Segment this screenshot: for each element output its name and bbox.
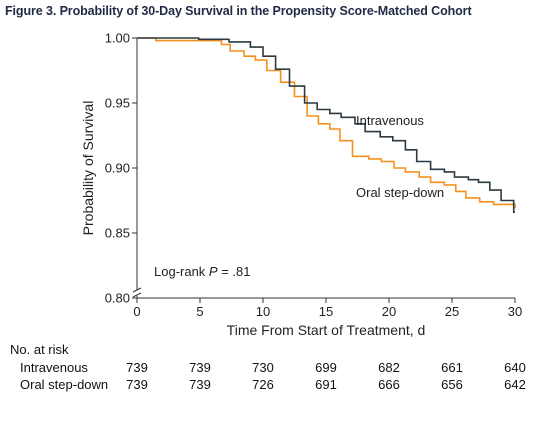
risk-value: 666	[378, 377, 400, 392]
axis-break-mark	[132, 292, 142, 298]
x-tick-label: 30	[508, 304, 522, 319]
oral-step-down-label: Oral step-down	[356, 185, 444, 200]
series-layer	[137, 37, 516, 213]
risk-table-row: Oral step-down 739 739 726 691 666 656 642	[0, 377, 543, 393]
log-rank-annotation: Log-rank P = .81	[154, 264, 250, 279]
survival-chart: 0.80 0.85 0.90 0.95 1.00 0 5 10 15 20 25 30 Probabi…	[80, 31, 523, 339]
risk-row-label: Oral step-down	[20, 377, 109, 392]
x-tick-label: 20	[382, 304, 396, 319]
risk-value: 699	[315, 360, 337, 375]
risk-row-label: Intravenous	[20, 360, 88, 375]
y-tick-label: 0.80	[105, 291, 130, 306]
chart-axes: 0.80 0.85 0.90 0.95 1.00 0 5 10 15 20 25 30	[105, 31, 523, 320]
risk-value: 739	[126, 360, 148, 375]
risk-value: 726	[252, 377, 274, 392]
risk-value: 661	[441, 360, 463, 375]
series-line-intravenous	[137, 37, 515, 213]
x-tick-label: 0	[133, 304, 140, 319]
y-axis-title: Probability of Survival	[80, 101, 96, 236]
risk-value: 691	[315, 377, 337, 392]
intravenous-label: Intravenous	[356, 113, 424, 128]
log-rank-value: = .81	[218, 264, 251, 279]
series-line-oral-step-down	[137, 37, 516, 209]
risk-value: 739	[189, 377, 211, 392]
risk-value: 739	[126, 377, 148, 392]
axis-break-mark	[132, 287, 142, 293]
risk-value: 682	[378, 360, 400, 375]
y-tick-label: 0.95	[105, 96, 130, 111]
risk-value: 640	[504, 360, 526, 375]
figure-title: Figure 3. Probability of 30-Day Survival…	[5, 4, 472, 18]
x-tick-label: 5	[196, 304, 203, 319]
x-axis-title: Time From Start of Treatment, d	[227, 322, 426, 338]
y-tick-label: 1.00	[105, 31, 130, 46]
x-tick-label: 25	[445, 304, 459, 319]
x-tick-label: 10	[256, 304, 270, 319]
y-tick-label: 0.85	[105, 226, 130, 241]
x-tick-label: 15	[319, 304, 333, 319]
risk-table-row: Intravenous 739 739 730 699 682 661 640	[0, 360, 543, 376]
risk-value: 656	[441, 377, 463, 392]
y-tick-label: 0.90	[105, 161, 130, 176]
risk-value: 739	[189, 360, 211, 375]
risk-value: 642	[504, 377, 526, 392]
risk-table-title: No. at risk	[10, 342, 69, 357]
log-rank-prefix: Log-rank	[154, 264, 209, 279]
risk-value: 730	[252, 360, 274, 375]
log-rank-p: P	[209, 264, 218, 279]
